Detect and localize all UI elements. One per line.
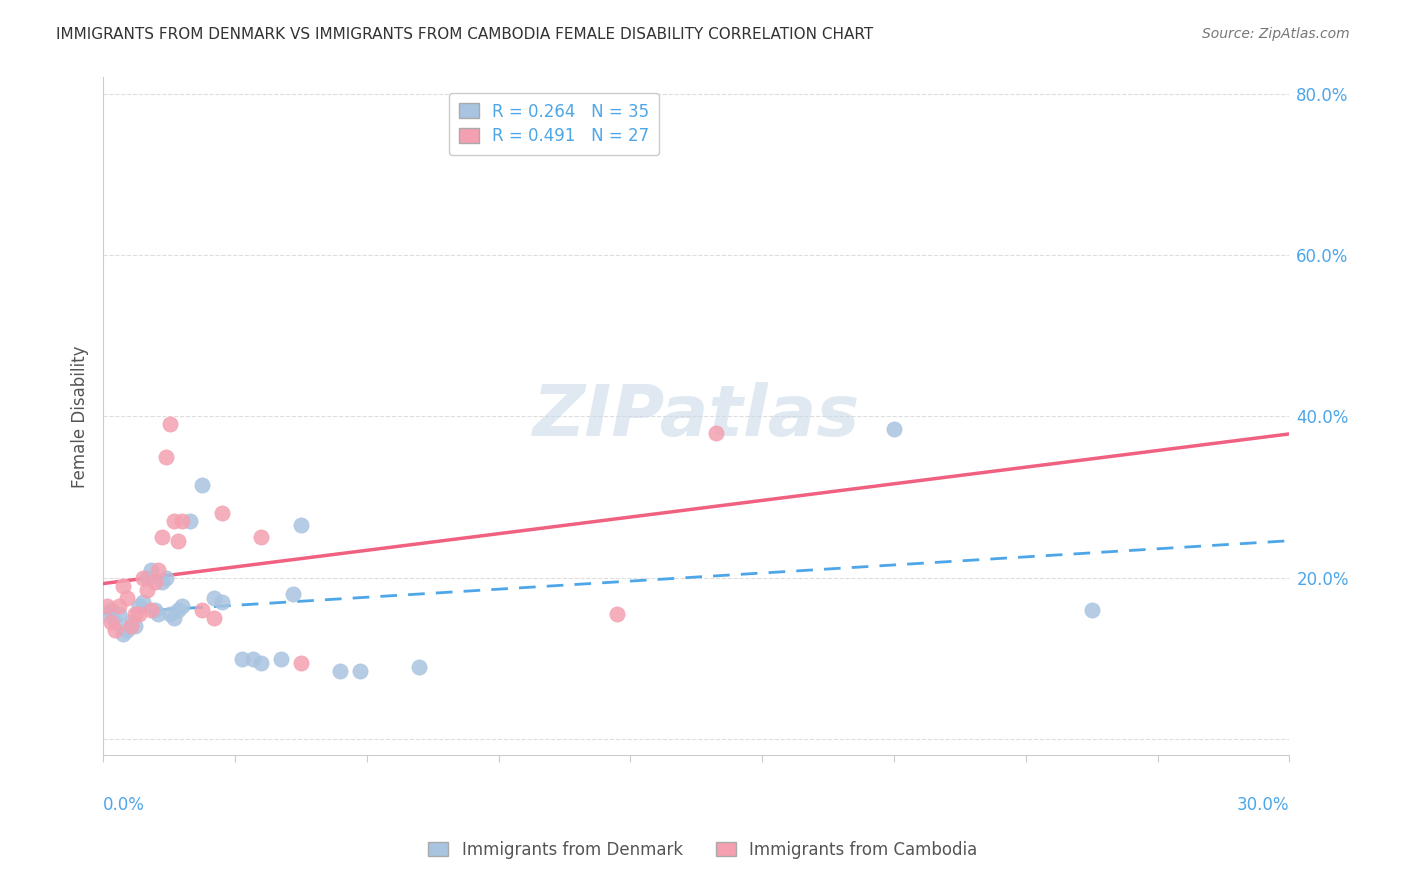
Text: 0.0%: 0.0% <box>103 796 145 814</box>
Point <box>115 591 138 605</box>
Point <box>349 664 371 678</box>
Point <box>135 582 157 597</box>
Point <box>250 531 273 545</box>
Point <box>704 425 727 440</box>
Point <box>104 615 127 630</box>
Point <box>172 514 194 528</box>
Point <box>100 603 122 617</box>
Point <box>111 627 134 641</box>
Text: IMMIGRANTS FROM DENMARK VS IMMIGRANTS FROM CAMBODIA FEMALE DISABILITY CORRELATIO: IMMIGRANTS FROM DENMARK VS IMMIGRANTS FR… <box>56 27 873 42</box>
Point <box>883 421 905 435</box>
Point <box>152 531 174 545</box>
Point <box>143 603 166 617</box>
Point <box>329 664 352 678</box>
Legend: Immigrants from Denmark, Immigrants from Cambodia: Immigrants from Denmark, Immigrants from… <box>422 835 984 866</box>
Point <box>290 656 312 670</box>
Point <box>108 607 131 621</box>
Point <box>152 574 174 589</box>
Point <box>131 571 153 585</box>
Point <box>96 599 118 613</box>
Text: ZIPatlas: ZIPatlas <box>533 382 860 450</box>
Point <box>128 607 150 621</box>
Point <box>281 587 304 601</box>
Point <box>167 603 190 617</box>
Point <box>290 518 312 533</box>
Point <box>148 563 170 577</box>
Text: 30.0%: 30.0% <box>1237 796 1289 814</box>
Point <box>143 574 166 589</box>
Point <box>131 595 153 609</box>
Point <box>124 607 146 621</box>
Point <box>270 651 292 665</box>
Point <box>163 611 186 625</box>
Point <box>139 603 162 617</box>
Point <box>159 417 181 432</box>
Point <box>211 506 233 520</box>
Point <box>167 534 190 549</box>
Point <box>100 615 122 630</box>
Text: Source: ZipAtlas.com: Source: ZipAtlas.com <box>1202 27 1350 41</box>
Point <box>202 591 225 605</box>
Point <box>111 579 134 593</box>
Point <box>172 599 194 613</box>
Legend: R = 0.264   N = 35, R = 0.491   N = 27: R = 0.264 N = 35, R = 0.491 N = 27 <box>449 93 659 155</box>
Point <box>155 450 177 464</box>
Point <box>108 599 131 613</box>
Point <box>135 571 157 585</box>
Point <box>159 607 181 621</box>
Point <box>148 607 170 621</box>
Y-axis label: Female Disability: Female Disability <box>72 345 89 488</box>
Point <box>191 603 214 617</box>
Point <box>104 624 127 638</box>
Point <box>211 595 233 609</box>
Point <box>606 607 628 621</box>
Point <box>120 615 142 630</box>
Point <box>191 478 214 492</box>
Point <box>124 619 146 633</box>
Point <box>139 563 162 577</box>
Point <box>408 659 430 673</box>
Point <box>179 514 201 528</box>
Point <box>155 571 177 585</box>
Point <box>242 651 264 665</box>
Point <box>202 611 225 625</box>
Point <box>128 599 150 613</box>
Point <box>250 656 273 670</box>
Point <box>231 651 253 665</box>
Point <box>1080 603 1102 617</box>
Point <box>115 624 138 638</box>
Point <box>120 619 142 633</box>
Point <box>163 514 186 528</box>
Point <box>96 607 118 621</box>
